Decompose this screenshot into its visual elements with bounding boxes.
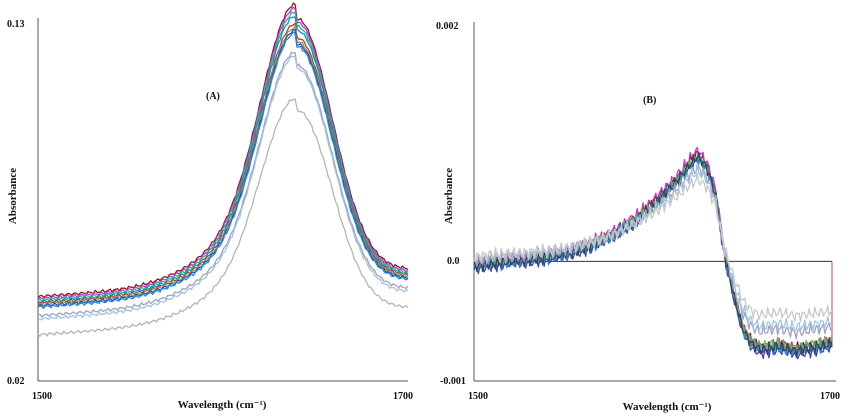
chart-b-y-label: Absorbance bbox=[443, 168, 455, 224]
chart-b-panel-label: (B) bbox=[643, 95, 656, 106]
chart-b-x-label: Wavelength (cm⁻¹) bbox=[623, 401, 712, 413]
chart-a-ytick-bottom: 0.02 bbox=[7, 376, 25, 387]
chart-a-series-s7 bbox=[37, 28, 409, 308]
chart-a-x-label: Wavelength (cm⁻¹) bbox=[178, 399, 267, 411]
chart-a-series-s9 bbox=[37, 51, 409, 318]
chart-b-ytick-top: 0.002 bbox=[436, 21, 459, 32]
chart-b-xtick-right: 1700 bbox=[820, 391, 840, 402]
chart-b-ytick-bottom: -0.001 bbox=[440, 376, 466, 387]
chart-a: 0.13 0.02 1500 1700 Wavelength (cm⁻¹) Ab… bbox=[7, 2, 413, 411]
chart-a-ytick-top: 0.13 bbox=[7, 19, 25, 30]
chart-a-y-label: Absorbance bbox=[7, 168, 19, 224]
chart-a-series-s8 bbox=[37, 31, 409, 310]
chart-b-ytick-zero: 0.0 bbox=[447, 256, 460, 267]
chart-a-series-s4 bbox=[37, 16, 409, 304]
chart-a-series-s10 bbox=[37, 55, 409, 321]
chart-b: 0.002 0.0 -0.001 1500 1700 Wavelength (c… bbox=[436, 21, 840, 413]
chart-a-xtick-right: 1700 bbox=[393, 391, 413, 402]
chart-a-series-s2 bbox=[37, 6, 409, 301]
chart-a-panel-label: (A) bbox=[206, 91, 220, 102]
chart-b-series-t10 bbox=[473, 173, 833, 323]
chart-b-xtick-left: 1500 bbox=[468, 391, 488, 402]
chart-b-series-group bbox=[473, 146, 833, 360]
chart-a-series-s6 bbox=[37, 25, 409, 307]
chart-a-xtick-left: 1500 bbox=[32, 391, 52, 402]
chart-a-series-s5 bbox=[37, 22, 409, 306]
chart-a-series-s3 bbox=[37, 11, 409, 303]
chart-a-series-group bbox=[37, 2, 409, 338]
chart-b-series-t9 bbox=[473, 164, 833, 333]
chart-a-series-s11 bbox=[37, 98, 409, 338]
